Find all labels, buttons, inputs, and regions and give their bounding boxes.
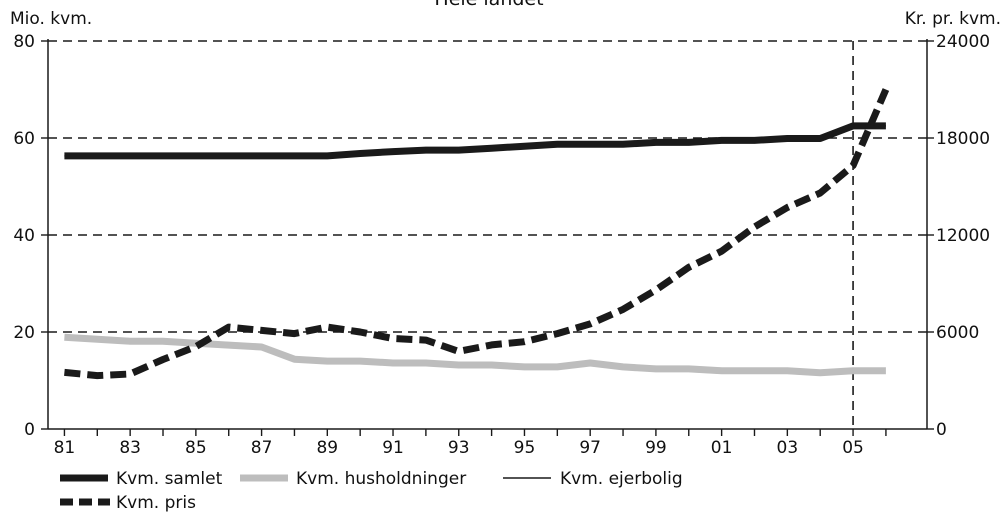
y-right-tick-label-24000: 24000 xyxy=(936,32,990,52)
series-line-kvm-ejerbolig xyxy=(64,125,886,157)
x-tick-labels: 81 83 85 87 89 91 93 95 97 99 01 03 05 xyxy=(54,438,864,458)
legend-label-kvm-husholdninger: Kvm. husholdninger xyxy=(296,469,466,489)
y-left-axis-label: Mio. kvm. xyxy=(10,9,92,29)
legend-label-kvm-ejerbolig: Kvm. ejerbolig xyxy=(560,469,683,489)
y-left-tick-label-80: 80 xyxy=(13,32,35,52)
x-tick-label-95: 95 xyxy=(514,438,536,458)
series-line-kvm-samlet xyxy=(64,122,886,160)
x-tick-label-97: 97 xyxy=(579,438,601,458)
y-left-tick-labels: 0 20 40 60 80 xyxy=(13,32,35,440)
x-tick-label-99: 99 xyxy=(645,438,667,458)
y-right-tick-label-0: 0 xyxy=(936,420,947,440)
y-right-tick-label-12000: 12000 xyxy=(936,226,990,246)
x-tick-label-91: 91 xyxy=(382,438,404,458)
y-left-tick-label-0: 0 xyxy=(24,420,35,440)
legend-label-kvm-samlet: Kvm. samlet xyxy=(116,469,223,489)
x-tick-label-01: 01 xyxy=(711,438,733,458)
y-right-axis-label: Kr. pr. kvm. xyxy=(905,9,1001,29)
legend-label-kvm-pris: Kvm. pris xyxy=(116,493,196,513)
x-tick-label-89: 89 xyxy=(316,438,338,458)
y-left-tick-label-60: 60 xyxy=(13,129,35,149)
series-layer xyxy=(64,88,890,380)
x-tick-label-83: 83 xyxy=(119,438,141,458)
x-tick-label-93: 93 xyxy=(448,438,470,458)
x-tick-label-85: 85 xyxy=(185,438,207,458)
y-left-tick-label-20: 20 xyxy=(13,323,35,343)
y-right-tick-label-18000: 18000 xyxy=(936,129,990,149)
y-right-tick-label-6000: 6000 xyxy=(936,323,979,343)
chart-title: Hele landet xyxy=(434,0,543,10)
legend: Kvm. samlet Kvm. husholdninger Kvm. ejer… xyxy=(60,469,683,513)
x-tick-label-03: 03 xyxy=(777,438,799,458)
y-left-tick-label-40: 40 xyxy=(13,226,35,246)
y-right-tick-labels: 0 6000 12000 18000 24000 xyxy=(936,32,990,440)
x-tick-label-87: 87 xyxy=(251,438,273,458)
axes xyxy=(41,39,934,436)
x-tick-label-81: 81 xyxy=(54,438,76,458)
series-line-kvm-husholdninger xyxy=(64,333,886,377)
series-line-kvm-pris xyxy=(64,88,890,380)
gridlines xyxy=(48,40,927,429)
x-tick-label-05: 05 xyxy=(842,438,864,458)
